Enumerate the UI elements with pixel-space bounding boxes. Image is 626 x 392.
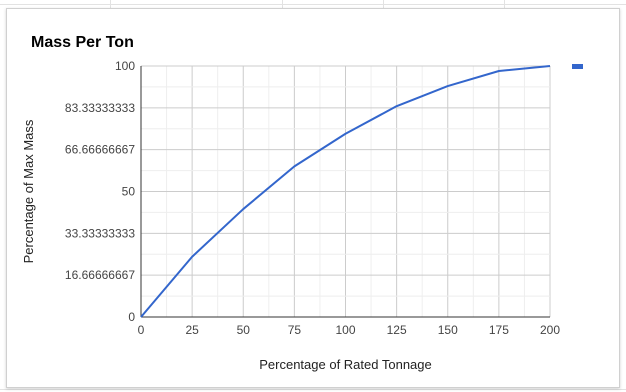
- chart-title: Mass Per Ton: [31, 34, 134, 51]
- y-tick-label: 66.66666667: [65, 143, 135, 157]
- x-tick-label: 50: [237, 323, 251, 337]
- tick-labels: 0 25 50 75 100 125 150 175 200 0 16.66666667 33.333…: [65, 59, 560, 337]
- x-tick-label: 175: [489, 323, 509, 337]
- series-line[interactable]: [140, 65, 551, 318]
- series-layer: [139, 64, 553, 320]
- data-point[interactable]: [445, 84, 450, 89]
- x-tick-label: 75: [288, 323, 302, 337]
- data-point[interactable]: [394, 104, 399, 109]
- data-point[interactable]: [190, 254, 195, 259]
- data-point[interactable]: [292, 164, 297, 169]
- x-tick-label: 0: [138, 323, 145, 337]
- x-tick-label: 25: [185, 323, 199, 337]
- data-point[interactable]: [241, 207, 246, 212]
- x-axis-label: Percentage of Rated Tonnage: [259, 357, 432, 372]
- gridlines: [140, 65, 551, 318]
- data-point[interactable]: [343, 131, 348, 136]
- y-tick-label: 0: [128, 310, 135, 324]
- data-point[interactable]: [139, 315, 144, 320]
- y-tick-label: 83.33333333: [65, 101, 135, 115]
- y-tick-label: 100: [115, 59, 135, 73]
- line-chart: 0 25 50 75 100 125 150 175 200 0 16.66666667 33.333…: [21, 59, 583, 372]
- y-tick-label: 16.66666667: [65, 268, 135, 282]
- data-point[interactable]: [548, 64, 553, 69]
- x-tick-label: 100: [335, 323, 355, 337]
- y-tick-label: 50: [122, 185, 136, 199]
- y-axis-label: Percentage of Max Mass: [21, 119, 36, 263]
- data-point[interactable]: [496, 69, 501, 74]
- x-tick-label: 150: [438, 323, 458, 337]
- chart-card[interactable]: Mass Per Ton 0 25 50 75 100 125 150 175 200 0 16.6…: [6, 8, 620, 388]
- legend-swatch[interactable]: [572, 64, 583, 69]
- x-tick-label: 125: [387, 323, 407, 337]
- x-tick-label: 200: [540, 323, 560, 337]
- y-tick-label: 33.33333333: [65, 226, 135, 240]
- axes: [140, 66, 550, 318]
